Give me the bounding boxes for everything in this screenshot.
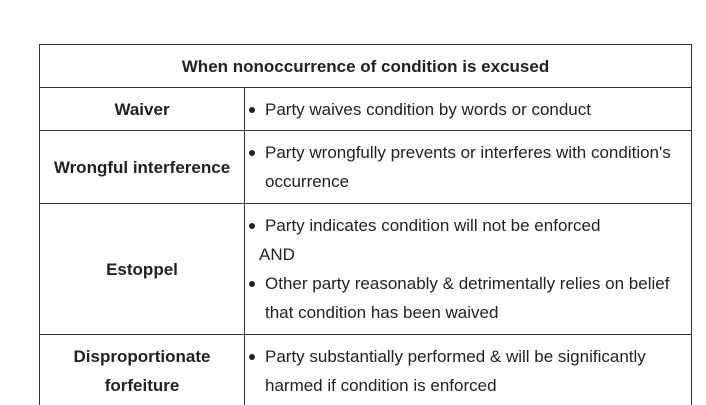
list-item: Party substantially performed & will be … xyxy=(245,342,691,400)
bullet-text: Party wrongfully prevents or interferes … xyxy=(265,143,671,191)
bullet-text: Party waives condition by words or condu… xyxy=(265,99,591,119)
description-cell: Party wrongfully prevents or interferes … xyxy=(244,130,692,204)
list-item: Party wrongfully prevents or interferes … xyxy=(245,138,691,196)
table-row: Waiver Party waives condition by words o… xyxy=(39,87,692,131)
bullet-dot-icon xyxy=(249,354,255,360)
list-item: Other party reasonably & detrimentally r… xyxy=(245,269,691,327)
list-item: Party waives condition by words or condu… xyxy=(245,95,691,124)
term-cell: Disproportionate forfeiture xyxy=(39,334,245,405)
bullet-text: Other party reasonably & detrimentally r… xyxy=(265,274,670,322)
list-item: Party indicates condition will not be en… xyxy=(245,211,691,240)
term-cell: Estoppel xyxy=(39,203,245,335)
connector-text: AND xyxy=(259,245,295,264)
bullet-text: Party substantially performed & will be … xyxy=(265,347,646,395)
table-title: When nonoccurrence of condition is excus… xyxy=(39,44,692,88)
bullet-dot-icon xyxy=(249,223,255,229)
bullet-list: Party wrongfully prevents or interferes … xyxy=(245,138,691,196)
table-row: Estoppel Party indicates condition will … xyxy=(39,203,692,335)
bullet-list: Other party reasonably & detrimentally r… xyxy=(245,269,691,327)
table-title-row: When nonoccurrence of condition is excus… xyxy=(39,44,692,88)
bullet-text: Party indicates condition will not be en… xyxy=(265,216,601,235)
description-cell: Party substantially performed & will be … xyxy=(244,334,692,405)
description-cell: Party indicates condition will not be en… xyxy=(244,203,692,335)
bullet-dot-icon xyxy=(249,281,255,287)
table-row: Disproportionate forfeiture Party substa… xyxy=(39,334,692,405)
bullet-list: Party waives condition by words or condu… xyxy=(245,95,691,124)
bullet-dot-icon xyxy=(249,150,255,156)
term-cell: Wrongful interference xyxy=(39,130,245,204)
bullet-dot-icon xyxy=(249,106,255,113)
table-row: Wrongful interference Party wrongfully p… xyxy=(39,130,692,204)
bullet-list: Party indicates condition will not be en… xyxy=(245,211,691,240)
term-cell: Waiver xyxy=(39,87,245,131)
conditions-table: When nonoccurrence of condition is excus… xyxy=(39,44,692,405)
bullet-list: Party substantially performed & will be … xyxy=(245,342,691,400)
description-cell: Party waives condition by words or condu… xyxy=(244,87,692,131)
